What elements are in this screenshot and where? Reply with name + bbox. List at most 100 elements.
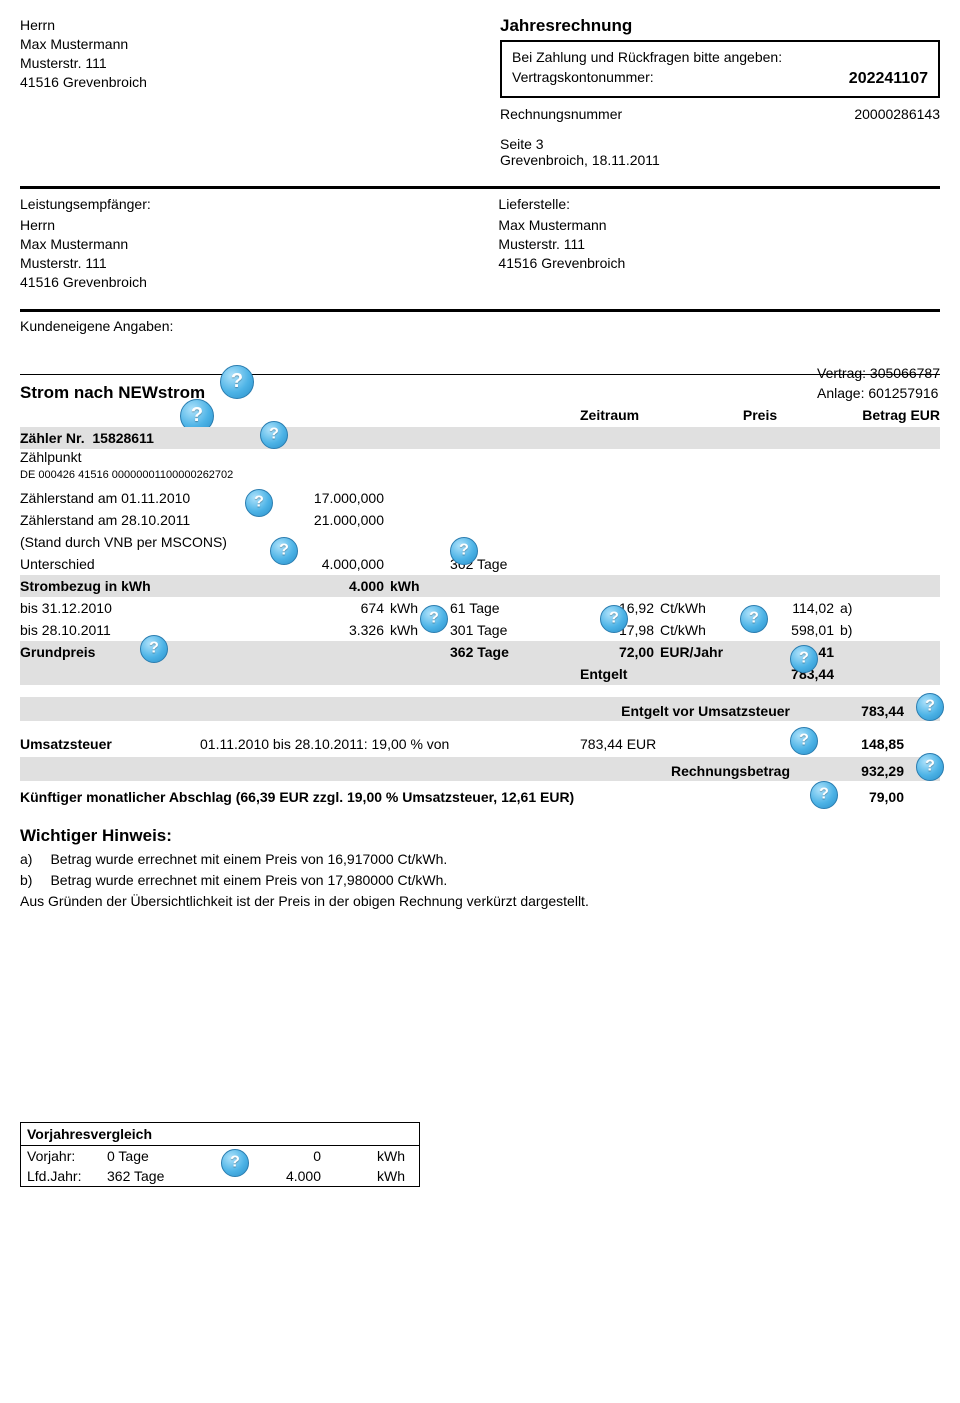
meter-point-row: Zählpunkt DE 000426 41516 00000001100000… <box>20 449 940 481</box>
recipient-city: 41516 Grevenbroich <box>20 73 147 92</box>
base-period: 362 Tage <box>450 644 580 660</box>
vat-row: Umsatzsteuer 01.11.2010 bis 28.10.2011: … <box>20 731 940 757</box>
sr-city: 41516 Grevenbroich <box>20 273 462 292</box>
contract-number: 305066787 <box>870 365 940 381</box>
dp-name: Max Mustermann <box>498 216 940 235</box>
recipient-address: Herrn Max Mustermann Musterstr. 111 4151… <box>20 16 147 168</box>
help-icon[interactable] <box>260 421 288 449</box>
install-number: 601257916 <box>868 385 938 401</box>
note-a-prefix: a) <box>20 849 32 870</box>
sr-street: Musterstr. 111 <box>20 254 462 273</box>
help-icon[interactable] <box>220 365 254 399</box>
consumption-line1: bis 31.12.2010 674 kWh 61 Tage 16,92 Ct/… <box>20 597 940 619</box>
notes-footer: Aus Gründen der Übersichtlichkeit ist de… <box>20 891 940 912</box>
help-icon[interactable] <box>450 537 478 565</box>
pretax-label: Entgelt vor Umsatzsteuer <box>20 703 810 719</box>
vat-label: Umsatzsteuer <box>20 736 200 752</box>
c2-note: b) <box>840 622 870 638</box>
prev-val: 0 <box>177 1148 327 1164</box>
help-icon[interactable] <box>245 489 273 517</box>
product-title: Strom nach NEWstrom <box>20 383 205 403</box>
reading1-row: Zählerstand am 01.11.2010 17.000,000 <box>20 487 940 509</box>
help-icon[interactable] <box>221 1149 249 1177</box>
delivery-point-block: Lieferstelle: Max Mustermann Musterstr. … <box>498 195 940 291</box>
help-icon[interactable] <box>740 605 768 633</box>
customer-data-label: Kundeneigene Angaben: <box>20 318 940 334</box>
curr-days: 362 Tage <box>107 1168 177 1184</box>
account-label: Vertragskontonummer: <box>512 68 654 90</box>
curr-val: 4.000 <box>177 1168 327 1184</box>
consumption-heading-row: Strombezug in kWh 4.000 kWh <box>20 575 940 597</box>
installment-label: Künftiger monatlicher Abschlag (66,39 EU… <box>20 789 810 805</box>
note-b-prefix: b) <box>20 870 32 891</box>
vat-period: 01.11.2010 bis 28.10.2011: 19,00 % von <box>200 736 580 752</box>
col-period: Zeitraum <box>580 407 700 423</box>
meter-point-label: Zählpunkt <box>20 449 81 465</box>
total-label: Rechnungsbetrag <box>20 763 810 779</box>
prev-unit: kWh <box>377 1148 417 1164</box>
comparison-heading: Vorjahresvergleich <box>21 1123 419 1146</box>
notes-block: Wichtiger Hinweis: a) Betrag wurde errech… <box>20 823 940 912</box>
help-icon[interactable] <box>916 693 944 721</box>
account-box: Bei Zahlung und Rückfragen bitte angeben… <box>500 40 940 98</box>
note-b-text: Betrag wurde errechnet mit einem Preis v… <box>50 870 447 891</box>
help-icon[interactable] <box>600 605 628 633</box>
help-icon[interactable] <box>916 753 944 781</box>
meter-point: DE 000426 41516 00000001100000262702 <box>20 469 233 481</box>
reading-source: (Stand durch VNB per MSCONS) <box>20 534 280 550</box>
page-label: Seite 3 <box>500 136 940 152</box>
vat-amount: 148,85 <box>740 736 940 752</box>
sr-salutation: Herrn <box>20 216 462 235</box>
installment-row: Künftiger monatlicher Abschlag (66,39 EU… <box>20 785 940 809</box>
meter-number-label: Zähler Nr. <box>20 430 85 446</box>
notes-heading: Wichtiger Hinweis: <box>20 823 940 849</box>
vat-base: 783,44 EUR <box>580 736 740 752</box>
document-title: Jahresrechnung <box>500 16 940 36</box>
help-icon[interactable] <box>790 645 818 673</box>
meter-number: 15828611 <box>92 430 154 446</box>
recipient-street: Musterstr. 111 <box>20 54 147 73</box>
dp-street: Musterstr. 111 <box>498 235 940 254</box>
note-a-text: Betrag wurde errechnet mit einem Preis v… <box>50 849 447 870</box>
pretax-row: Entgelt vor Umsatzsteuer 783,44 <box>20 697 940 721</box>
c1-period: 61 Tage <box>450 600 580 616</box>
c1-note: a) <box>840 600 870 616</box>
sr-name: Max Mustermann <box>20 235 462 254</box>
invoice-number: 20000286143 <box>854 106 940 122</box>
base-price: 72,00 <box>580 644 660 660</box>
consumption-heading: Strombezug in kWh <box>20 578 280 594</box>
install-label: Anlage: <box>817 385 864 401</box>
help-icon[interactable] <box>790 727 818 755</box>
help-icon[interactable] <box>420 605 448 633</box>
col-price: Preis <box>700 407 820 423</box>
help-icon[interactable] <box>810 781 838 809</box>
difference-row: Unterschied 4.000,000 362 Tage <box>20 553 940 575</box>
service-recipient-heading: Leistungsempfänger: <box>20 195 462 214</box>
diff-label: Unterschied <box>20 556 280 572</box>
curr-unit: kWh <box>377 1168 417 1184</box>
c1-label: bis 31.12.2010 <box>20 600 280 616</box>
recipient-name: Max Mustermann <box>20 35 147 54</box>
c2-price-unit: Ct/kWh <box>660 622 740 638</box>
dp-city: 41516 Grevenbroich <box>498 254 940 273</box>
recipient-salutation: Herrn <box>20 16 147 35</box>
reading-source-row: (Stand durch VNB per MSCONS) <box>20 531 940 553</box>
comparison-box: Vorjahresvergleich Vorjahr: 0 Tage 0 kWh… <box>20 1122 420 1187</box>
help-icon[interactable] <box>140 635 168 663</box>
invoice-info-block: Jahresrechnung Bei Zahlung und Rückfrage… <box>500 16 940 168</box>
prev-days: 0 Tage <box>107 1148 177 1164</box>
separator <box>20 309 940 312</box>
total-row: Rechnungsbetrag 932,29 <box>20 757 940 781</box>
help-icon[interactable] <box>270 537 298 565</box>
invoice-number-label: Rechnungsnummer <box>500 106 622 122</box>
reading1-value: 17.000,000 <box>280 490 390 506</box>
c1-value: 674 <box>280 600 390 616</box>
consumption-unit: kWh <box>390 578 450 594</box>
reading2-row: Zählerstand am 28.10.2011 21.000,000 <box>20 509 940 531</box>
box-hint: Bei Zahlung und Rückfragen bitte angeben… <box>512 48 928 68</box>
c2-period: 301 Tage <box>450 622 580 638</box>
meter-number-row: Zähler Nr. 15828611 <box>20 427 940 449</box>
separator <box>20 186 940 189</box>
table-header: Zeitraum Preis Betrag EUR <box>20 403 940 427</box>
reading2-value: 21.000,000 <box>280 512 390 528</box>
